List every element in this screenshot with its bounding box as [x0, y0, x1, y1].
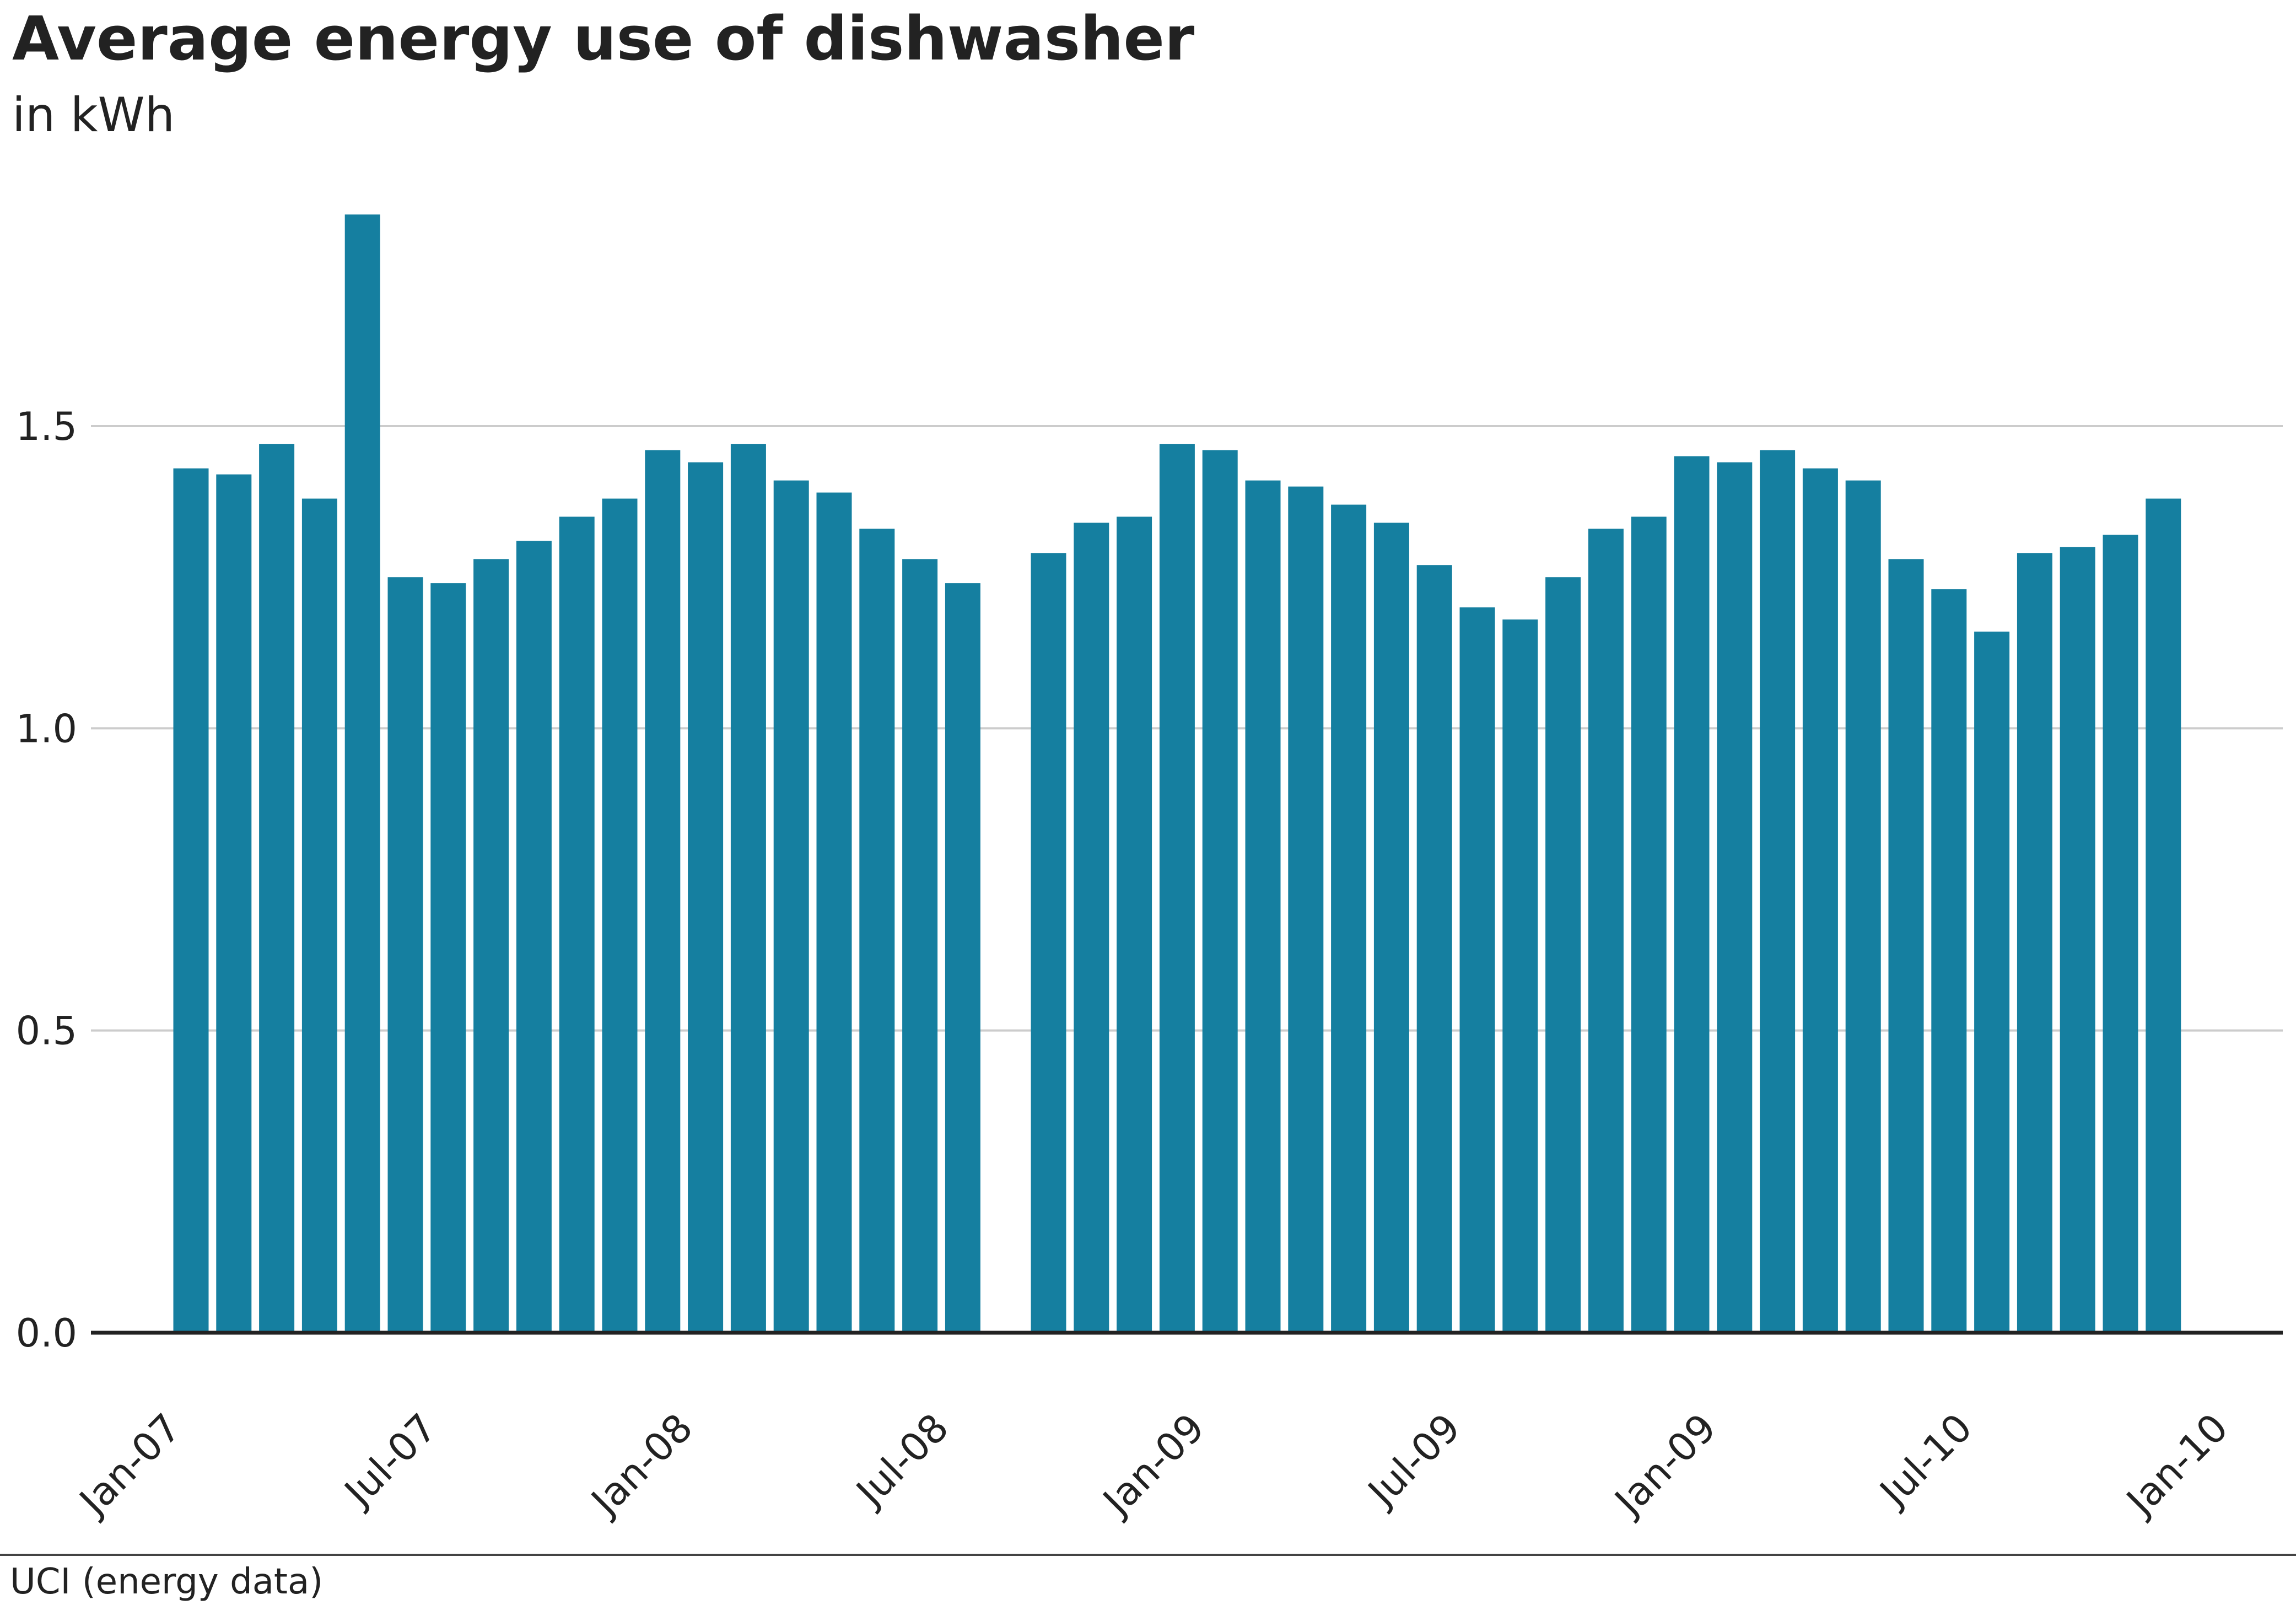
x-tick-label: Jan-08	[581, 1405, 702, 1525]
x-tick-label: Jul-10	[1870, 1405, 1981, 1516]
bar	[1974, 631, 2010, 1333]
bar	[1459, 607, 1495, 1333]
bar	[2060, 547, 2095, 1333]
bar	[1074, 523, 1109, 1333]
bar	[387, 577, 423, 1333]
bar	[859, 529, 895, 1333]
x-tick-label: Jan-09	[1093, 1405, 1213, 1525]
bar	[344, 214, 380, 1333]
chart-title: Average energy use of dishwasher	[12, 3, 1195, 74]
bar	[1331, 504, 1367, 1333]
bar	[516, 541, 552, 1333]
chart-subtitle: in kWh	[12, 88, 175, 143]
bar	[1545, 577, 1581, 1333]
source-divider	[0, 1554, 2296, 1556]
bar	[1159, 444, 1195, 1333]
source-note: UCI (energy data)	[10, 1561, 324, 1602]
bar	[1588, 529, 1624, 1333]
bar	[1845, 480, 1881, 1333]
bar	[688, 462, 724, 1333]
bar	[1373, 523, 1409, 1333]
x-tick-label: Jan-09	[1605, 1405, 1725, 1525]
bars	[173, 214, 2181, 1333]
bar	[1502, 619, 1538, 1333]
bar	[430, 583, 466, 1333]
bar	[1245, 480, 1281, 1333]
bar	[559, 516, 595, 1333]
bar	[2017, 553, 2052, 1333]
bar	[1674, 456, 1710, 1333]
bar	[1202, 450, 1238, 1333]
bar	[301, 498, 337, 1333]
bar	[1416, 565, 1452, 1333]
x-tick-label: Jul-09	[1358, 1405, 1469, 1516]
bar	[1888, 559, 1924, 1333]
bar	[259, 444, 295, 1333]
bar	[1288, 486, 1324, 1333]
bar	[473, 559, 509, 1333]
bar	[1760, 450, 1796, 1333]
x-tick-label: Jan-10	[2116, 1405, 2236, 1525]
bar	[1802, 468, 1838, 1333]
x-tick-label: Jul-07	[335, 1405, 445, 1516]
bar	[773, 480, 809, 1333]
bar	[2103, 535, 2138, 1333]
bar	[173, 468, 209, 1333]
y-tick-label: 1.0	[16, 706, 77, 751]
bar	[1631, 516, 1667, 1333]
bar	[1031, 553, 1066, 1333]
bar	[902, 559, 938, 1333]
bar	[602, 498, 638, 1333]
bar	[945, 583, 980, 1333]
y-axis-ticks: 0.0 0.5 1.0 1.5	[16, 404, 77, 1356]
x-tick-label: Jul-08	[847, 1405, 957, 1516]
y-tick-label: 0.5	[16, 1009, 77, 1054]
bar	[2146, 498, 2181, 1333]
bar	[1717, 462, 1753, 1333]
y-tick-label: 1.5	[16, 404, 77, 449]
bar	[1117, 516, 1152, 1333]
y-tick-label: 0.0	[16, 1311, 77, 1356]
bar	[816, 492, 852, 1333]
bar	[1931, 589, 1967, 1333]
x-axis-ticks: Jan-07 Jul-07 Jan-08 Jul-08 Jan-09 Jul-09 Jan-…	[69, 1405, 2236, 1525]
bar	[216, 474, 252, 1333]
bar	[645, 450, 681, 1333]
bar	[730, 444, 766, 1333]
x-tick-label: Jan-07	[69, 1405, 190, 1525]
